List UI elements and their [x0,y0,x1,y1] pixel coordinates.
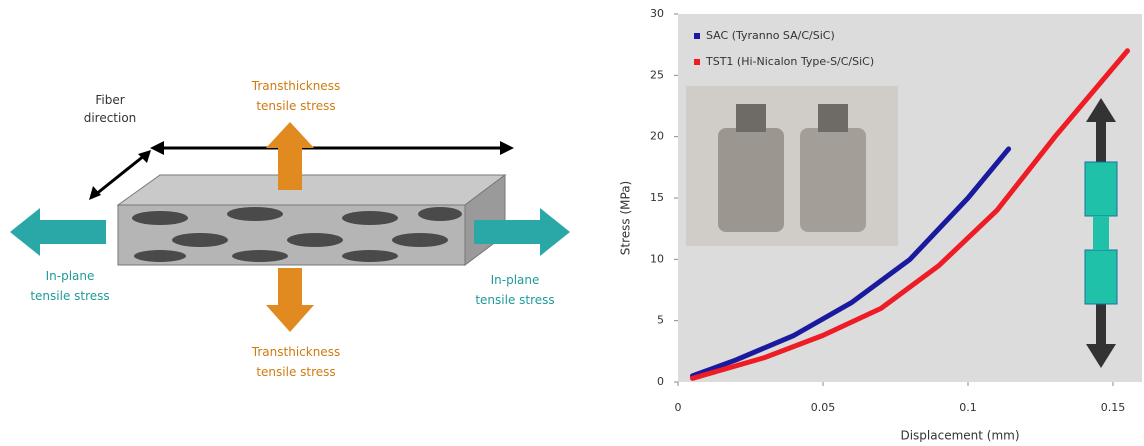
label: In-plane tensile stress [30,269,109,303]
legend-swatch [694,59,700,65]
arrowhead [500,141,514,155]
bottom-arrow [266,268,314,332]
arrowhead [138,150,151,163]
y-tick-label: 30 [650,7,664,20]
specimen [718,128,784,232]
x-tick-label: 0 [675,401,682,414]
right-arrow [474,208,570,256]
fiber-bundles [132,207,462,262]
diagram: Fiber direction Transthickness tensile str… [10,79,570,379]
x-axis-label: Displacement (mm) [900,429,1019,443]
label: Transthickness tensile stress [251,79,340,113]
arrowhead [1086,98,1116,122]
x-tick-label: 0.1 [959,401,977,414]
specimen-top [736,104,766,132]
chart: 0 5 10 15 20 25 30 0 0.05 0.1 0.15 Displacement (mm… [619,7,1142,443]
block-top [116,174,507,206]
y-tick-label: 5 [657,314,664,327]
specimen-icon [1084,249,1118,305]
y-tick-label: 10 [650,252,664,265]
top-arrow [266,122,314,190]
label: Fiber direction [84,93,137,125]
arrowhead [89,186,101,200]
x-tick-label: 0.15 [1101,401,1126,414]
photo [686,86,898,246]
x-tick-label: 0.05 [811,401,836,414]
fiber-arrow [94,153,146,197]
specimen-top [818,104,848,132]
y-tick-label: 15 [650,191,664,204]
y-axis-label: Stress (MPa) [619,181,633,255]
y-tick-label: 0 [657,375,664,388]
legend-label: SAC (Tyranno SA/C/SiC) [706,29,835,42]
y-tick-label: 25 [650,68,664,81]
y-tick-label: 20 [650,130,664,143]
specimen-icon [1093,216,1109,250]
left-arrow [10,208,106,256]
legend-swatch [694,33,700,39]
label: Transthickness tensile stress [251,345,340,379]
arrowhead [1086,344,1116,368]
series-line [690,146,1012,379]
series-line [690,48,1130,381]
specimen-icon [1084,161,1118,217]
legend-label: TST1 (Hi-Nicalon Type-S/C/SiC) [705,55,874,68]
arrowhead [150,141,164,155]
specimen [800,128,866,232]
label: In-plane tensile stress [475,273,554,307]
